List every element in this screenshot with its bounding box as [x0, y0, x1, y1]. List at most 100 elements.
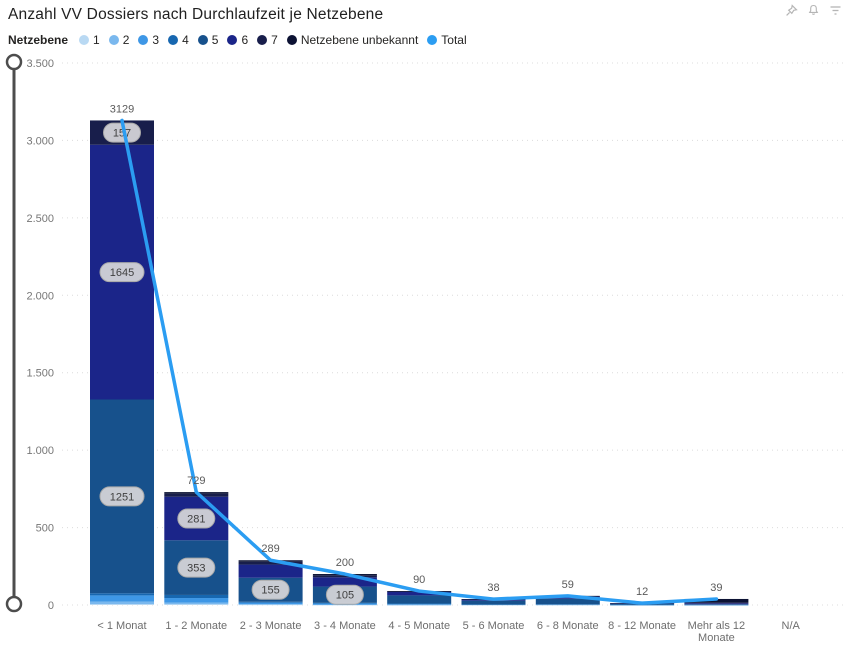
legend-label: 1 [93, 33, 100, 47]
bar-total-label: 38 [487, 582, 499, 594]
y-axis-label: 2.000 [26, 290, 54, 302]
bar-segment-ne-4[interactable] [387, 603, 452, 605]
bar-total-label: 59 [562, 579, 574, 591]
bar-segment-ne-4[interactable] [461, 604, 526, 605]
legend-label: 5 [211, 33, 219, 47]
slider-handle-bottom[interactable] [5, 595, 23, 613]
x-axis-label: < 1 Monat [97, 620, 146, 632]
bell-icon[interactable] [807, 4, 820, 17]
bar-segment-ne-6[interactable] [387, 591, 452, 596]
legend-item-total[interactable]: Total [427, 33, 467, 47]
bar-total-label: 39 [710, 582, 722, 594]
bar-segment-ne-4[interactable] [164, 594, 229, 599]
bar-segment-ne-3[interactable] [238, 602, 303, 605]
y-axis-label: 1.000 [26, 445, 54, 457]
bar-segment-ne-4[interactable] [684, 604, 749, 606]
bar-segment-ne-7[interactable] [164, 493, 229, 497]
bar-value-label: 1251 [99, 486, 145, 507]
bar-segment-ne-2[interactable] [90, 601, 154, 605]
bar-segment-ne-1[interactable] [238, 604, 303, 606]
bar-segment-ne-3[interactable] [461, 604, 526, 606]
bar-segment-ne-6[interactable] [312, 577, 377, 587]
legend-item-1[interactable]: 1 [79, 33, 100, 47]
bar-segment-ne-2[interactable] [238, 604, 303, 605]
bar-segment-ne-7[interactable] [684, 602, 749, 604]
bar-segment-ne-2[interactable] [164, 602, 229, 605]
bar-value-label: 157 [103, 122, 141, 143]
filter-icon[interactable] [829, 4, 842, 17]
legend-dot [138, 35, 149, 45]
legend-item-netzebene-unbekannt[interactable]: Netzebene unbekannt [286, 33, 419, 47]
legend-label: Netzebene unbekannt [300, 33, 419, 47]
bar-segment-ne-5[interactable] [461, 600, 526, 605]
legend-dot [168, 35, 179, 45]
bar-segment-ne-4[interactable] [610, 604, 675, 606]
y-axis-label: 2.500 [26, 213, 54, 225]
x-axis-label: 6 - 8 Monate [537, 620, 599, 632]
bar-segment-ne-1[interactable] [90, 604, 154, 605]
slider-handle-top[interactable] [5, 53, 23, 71]
svg-text:105: 105 [336, 590, 354, 602]
pin-icon[interactable] [785, 4, 798, 17]
legend-label: 7 [271, 33, 278, 47]
bar-segment-ne-7[interactable] [312, 575, 377, 578]
bar-segment-ne-5[interactable] [684, 604, 749, 605]
legend-item-3[interactable]: 3 [138, 33, 159, 47]
legend-label: 4 [182, 33, 189, 47]
legend-label: 2 [122, 33, 130, 47]
legend-item-5[interactable]: 5 [197, 33, 219, 47]
bar-segment-ne-1[interactable] [312, 604, 377, 606]
x-axis-label: 1 - 2 Monate [165, 620, 227, 632]
bar-total-label: 200 [336, 557, 354, 569]
bar-segment-ne-5[interactable] [387, 595, 452, 604]
x-axis-label: 5 - 6 Monate [463, 620, 525, 632]
x-axis-label: N/A [782, 620, 801, 632]
legend-dot [227, 35, 238, 45]
bar-segment-ne-6[interactable] [238, 564, 303, 578]
bar-total-label: 289 [261, 543, 279, 555]
legend-dot [286, 35, 297, 45]
legend-item-4[interactable]: 4 [168, 33, 189, 47]
y-axis-label: 3.500 [26, 58, 54, 70]
svg-text:1251: 1251 [110, 491, 134, 503]
bar-value-label: 281 [177, 508, 216, 529]
svg-text:157: 157 [113, 128, 131, 140]
bar-segment-ne-3[interactable] [535, 604, 600, 606]
bar-segment-ne-4[interactable] [90, 593, 154, 596]
bar-segment-ne-5[interactable] [535, 598, 600, 605]
bar-segment-ne-3[interactable] [164, 598, 229, 603]
y-axis-label: 3.000 [26, 135, 54, 147]
legend-label: 3 [152, 33, 160, 47]
bar-segment-ne-3[interactable] [387, 604, 452, 605]
bar-value-label: 105 [325, 584, 364, 605]
svg-text:353: 353 [187, 563, 205, 575]
legend-item-2[interactable]: 2 [108, 33, 130, 47]
total-line[interactable] [120, 118, 719, 605]
y-axis-label: 500 [36, 523, 54, 535]
bar-value-label: 1645 [99, 262, 145, 283]
legend-item-6[interactable]: 6 [227, 33, 248, 47]
legend-label: 6 [241, 33, 249, 47]
svg-text:155: 155 [261, 585, 279, 597]
bar-segment-ne-2[interactable] [312, 604, 377, 606]
x-axis-label: 8 - 12 Monate [608, 620, 676, 632]
page-title: Anzahl VV Dossiers nach Durchlaufzeit je… [8, 6, 384, 23]
legend-item-7[interactable]: 7 [257, 33, 278, 47]
svg-text:1645: 1645 [110, 267, 134, 279]
bar-segment-ne-6[interactable] [684, 603, 749, 605]
legend-dot [197, 35, 208, 45]
bar-segment-ne-7[interactable] [238, 561, 303, 565]
legend-title: Netzebene [8, 33, 69, 47]
bar-total-label: 90 [413, 574, 425, 586]
bar-segment-ne-4[interactable] [238, 601, 303, 603]
bar-value-label: 155 [251, 579, 290, 600]
bar-value-label: 353 [177, 557, 216, 578]
legend: Netzebene 1 2 3 4 5 6 7 Netzebene unbekannt Tota… [8, 33, 467, 47]
bar-segment-ne-2[interactable] [387, 604, 452, 606]
bar-segment-ne-1[interactable] [164, 604, 229, 605]
bar-segment-ne-4[interactable] [535, 604, 600, 605]
legend-label: Total [441, 33, 467, 47]
bar-segment-ne-3[interactable] [90, 595, 154, 602]
